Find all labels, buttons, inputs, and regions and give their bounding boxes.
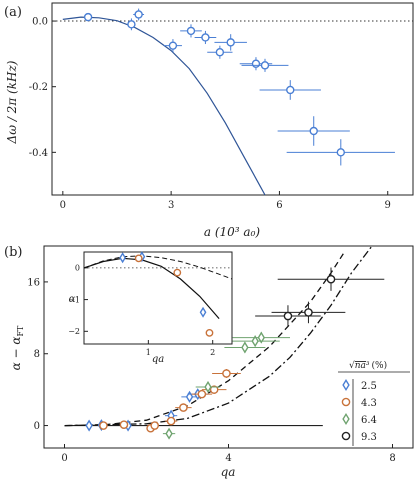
inset-xtick-label: 1 — [146, 348, 151, 357]
panel-b-point — [150, 421, 159, 430]
legend-header-sqrt: √ — [349, 360, 355, 371]
panel-b-ytick-label: 16 — [27, 277, 40, 288]
panel-b-point — [99, 421, 108, 430]
legend-header-unit: (%) — [372, 360, 388, 371]
legend-marker — [341, 431, 351, 441]
panel-b-ytick-label: 8 — [34, 349, 40, 360]
panel-b-point — [166, 416, 176, 426]
panel-a-point — [309, 126, 318, 136]
legend-marker — [341, 397, 351, 407]
panel-b-point — [257, 331, 266, 344]
panel-b-point — [85, 419, 93, 432]
panel-a: 0 3 6 9 0.0 -0.2 -0.4 (a) Δω / 2π (kHz) a (10³… — [4, 2, 414, 239]
legend-items: 2.5 4.3 6.4 9.3 — [341, 378, 377, 443]
panel-a-point — [186, 26, 196, 36]
inset-ylabel: α — [69, 294, 76, 305]
panel-a-point — [226, 38, 235, 47]
panel-a-point — [260, 61, 270, 70]
panel-b-point — [197, 389, 207, 399]
panel-a-ylabel: Δω / 2π (kHz) — [5, 60, 19, 144]
panel-b-ticks: 0 4 8 0 8 16 — [27, 277, 395, 464]
panel-b-point — [283, 311, 293, 321]
legend-header-radicand: na³ — [355, 361, 370, 371]
panel-a-ytick-label: -0.4 — [29, 148, 48, 159]
panel-b-dashed-curve — [64, 250, 346, 427]
panel-b-ylabel-sub: FT — [16, 325, 25, 337]
panel-a-xlabel: a (10³ a₀) — [204, 225, 261, 239]
panel-a-xtick-label: 6 — [276, 200, 282, 211]
panel-a-point — [286, 85, 295, 95]
inset-ytick-label: −1 — [68, 295, 80, 304]
legend-marker — [342, 412, 350, 426]
panel-b-point — [251, 335, 259, 348]
panel-b-point — [185, 390, 194, 403]
legend-marker — [342, 378, 350, 392]
panel-b-ylabel: α − αFT — [9, 325, 25, 370]
panel-b-point — [326, 274, 336, 284]
panel-a-data-points — [83, 8, 395, 166]
panel-a-xtick-label: 9 — [385, 200, 391, 211]
inset-frame — [83, 251, 233, 345]
panel-a-point — [83, 12, 93, 22]
inset-point — [134, 254, 143, 263]
inset-xtick-label: 2 — [210, 348, 215, 357]
panel-b-xtick-label: 8 — [389, 453, 395, 464]
panel-a-point — [251, 59, 261, 68]
panel-a-point — [201, 33, 210, 42]
inset-xlabel: qa — [152, 354, 164, 365]
panel-b: 0 4 8 0 8 16 (b) α − αFT qa 1 2 0 −1 −2 α qa √na³… — [4, 245, 414, 479]
inset: 1 2 0 −1 −2 α qa — [68, 251, 233, 365]
inset-point — [205, 328, 214, 337]
panel-b-xtick-label: 0 — [61, 453, 67, 464]
inset-ytick-label: −2 — [68, 327, 80, 336]
inset-solid-curve — [83, 257, 220, 319]
panel-b-point — [209, 385, 219, 394]
inset-data-points — [119, 251, 214, 337]
panel-a-ytick-label: 0.0 — [32, 17, 48, 28]
panel-b-point — [119, 420, 129, 429]
legend-label: 2.5 — [361, 381, 377, 392]
panel-b-label: (b) — [4, 245, 22, 260]
panel-a-point — [215, 48, 225, 57]
panel-b-ytick-label: 0 — [34, 421, 40, 432]
panel-b-ylabel-main: α − α — [9, 337, 23, 371]
legend-label: 4.3 — [361, 398, 377, 409]
panel-a-xtick-label: 3 — [168, 200, 174, 211]
panel-b-data-points — [85, 267, 385, 440]
inset-ytick-label: 0 — [75, 264, 80, 273]
panel-b-point — [241, 341, 249, 354]
panel-a-point — [134, 10, 143, 19]
panel-a-frame — [51, 2, 414, 196]
panel-a-label: (a) — [4, 5, 22, 20]
panel-b-xlabel: qa — [221, 465, 236, 479]
legend-label: 9.3 — [361, 432, 377, 443]
inset-dashed-curve — [83, 255, 233, 280]
panel-b-point — [165, 427, 173, 440]
panel-b-point — [222, 369, 231, 378]
inset-point — [199, 306, 207, 318]
panel-b-xtick-label: 4 — [225, 453, 231, 464]
panel-b-point — [179, 403, 188, 412]
inset-point — [173, 268, 182, 277]
panel-a-theory-curve — [62, 16, 266, 196]
panel-a-point — [127, 20, 136, 29]
legend-header: √na³ (%) — [349, 360, 387, 371]
panel-a-ticks: 0 3 6 9 0.0 -0.2 -0.4 — [29, 17, 391, 211]
panel-b-point — [304, 308, 313, 317]
legend-label: 6.4 — [361, 415, 377, 426]
panel-a-point — [336, 148, 345, 157]
panel-a-point — [168, 41, 178, 50]
panel-b-point — [204, 380, 212, 393]
panel-a-xtick-label: 0 — [60, 200, 66, 211]
inset-point — [119, 252, 126, 264]
panel-a-ytick-label: -0.2 — [29, 82, 48, 93]
legend: √na³ (%) 2.5 4.3 6.4 9.3 — [338, 360, 410, 446]
